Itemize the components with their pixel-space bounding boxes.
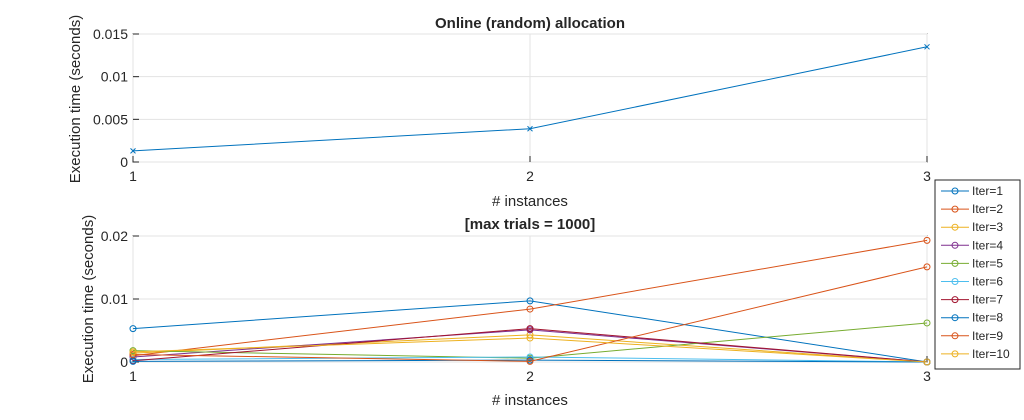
bottom-data-point <box>923 319 931 327</box>
top-y-axis-label: Execution time (seconds) <box>67 15 84 183</box>
bottom-series-line-2 <box>132 239 928 357</box>
top-data-point <box>130 148 136 154</box>
bottom-y-tick-label: 0 <box>120 354 128 370</box>
bottom-chart-title: [max trials = 1000] <box>465 216 596 233</box>
legend-box <box>934 179 1021 370</box>
legend-entry: Iter=1 <box>941 184 1003 198</box>
legend-label: Iter=9 <box>972 329 1003 343</box>
legend-swatch-marker <box>951 259 959 267</box>
top-y-tick-label: 0.005 <box>93 111 128 127</box>
bottom-data-point <box>526 305 534 313</box>
bottom-series-line-9 <box>132 266 928 362</box>
legend-swatch-marker <box>951 205 959 213</box>
bottom-x-tick-label: 3 <box>923 368 931 384</box>
legend-entry: Iter=3 <box>941 220 1003 234</box>
bottom-series-line-1 <box>132 300 928 363</box>
bottom-data-point <box>129 357 137 365</box>
legend-label: Iter=1 <box>972 184 1003 198</box>
top-y-tick-label: 0 <box>120 154 128 170</box>
top-axes: 1 2 3 0 0.005 0.01 0.015 Online (random) alloc… <box>67 15 931 210</box>
top-y-tick-label: 0.01 <box>101 69 128 85</box>
bottom-data-point <box>129 348 137 356</box>
top-x-tick-label: 1 <box>129 168 137 184</box>
top-y-tick-label: 0.015 <box>93 26 128 42</box>
bottom-data-point <box>526 297 534 305</box>
legend-entry: Iter=2 <box>941 202 1003 216</box>
bottom-data-point <box>526 357 534 365</box>
legend-label: Iter=10 <box>972 347 1010 361</box>
top-data-point <box>527 125 533 132</box>
top-data-point <box>924 43 930 50</box>
bottom-series <box>129 236 931 366</box>
bottom-axes: 1 2 3 0 0.01 0.02 [max trials = 1000] # insta… <box>80 215 931 409</box>
bottom-data-point <box>526 325 534 333</box>
legend-label: Iter=5 <box>972 256 1003 270</box>
top-chart-title: Online (random) allocation <box>435 15 625 32</box>
legend-entry: Iter=4 <box>941 238 1003 252</box>
bottom-series-line-10 <box>132 337 928 363</box>
bottom-y-tick-label: 0.02 <box>101 228 128 244</box>
bottom-series-line-7 <box>132 328 928 363</box>
legend-label: Iter=2 <box>972 202 1003 216</box>
bottom-series-line-8 <box>132 359 928 363</box>
legend-swatch-marker <box>951 332 959 340</box>
legend: Iter=1 Iter=2 Iter=3 Iter=4 Iter=5 Iter=6 Iter… <box>934 179 1021 370</box>
legend-swatch-marker <box>951 241 959 249</box>
legend-entry: Iter=9 <box>941 329 1003 343</box>
legend-label: Iter=7 <box>972 293 1003 307</box>
legend-label: Iter=8 <box>972 311 1003 325</box>
bottom-y-axis-label: Execution time (seconds) <box>80 215 97 383</box>
legend-entry: Iter=6 <box>941 275 1003 289</box>
bottom-x-axis-label: # instances <box>492 392 568 409</box>
legend-entry: Iter=7 <box>941 293 1003 307</box>
legend-entry: Iter=5 <box>941 256 1003 270</box>
bottom-data-point <box>923 263 931 271</box>
legend-swatch-marker <box>951 350 959 358</box>
legend-swatch-marker <box>951 314 959 322</box>
legend-label: Iter=6 <box>972 275 1003 289</box>
legend-entry: Iter=8 <box>941 311 1003 325</box>
legend-label: Iter=4 <box>972 238 1003 252</box>
bottom-data-point <box>923 358 931 366</box>
legend-entry: Iter=10 <box>941 347 1010 361</box>
bottom-data-point <box>526 334 534 342</box>
top-x-axis-label: # instances <box>492 193 568 210</box>
legend-swatch-marker <box>951 223 959 231</box>
bottom-data-point <box>129 325 137 333</box>
top-x-tick-label: 3 <box>923 168 931 184</box>
top-ticks: 1 2 3 0 0.005 0.01 0.015 <box>93 26 931 184</box>
legend-swatch-marker <box>951 278 959 285</box>
bottom-y-tick-label: 0.01 <box>101 291 128 307</box>
bottom-data-point <box>923 236 931 244</box>
legend-label: Iter=3 <box>972 220 1003 234</box>
bottom-x-tick-label: 1 <box>129 368 137 384</box>
top-series <box>130 43 930 154</box>
legend-swatch-marker <box>951 187 959 195</box>
top-grid <box>132 33 928 163</box>
top-x-tick-label: 2 <box>526 168 534 184</box>
bottom-ticks: 1 2 3 0 0.01 0.02 <box>101 228 931 384</box>
bottom-x-tick-label: 2 <box>526 368 534 384</box>
legend-swatch-marker <box>951 296 959 304</box>
